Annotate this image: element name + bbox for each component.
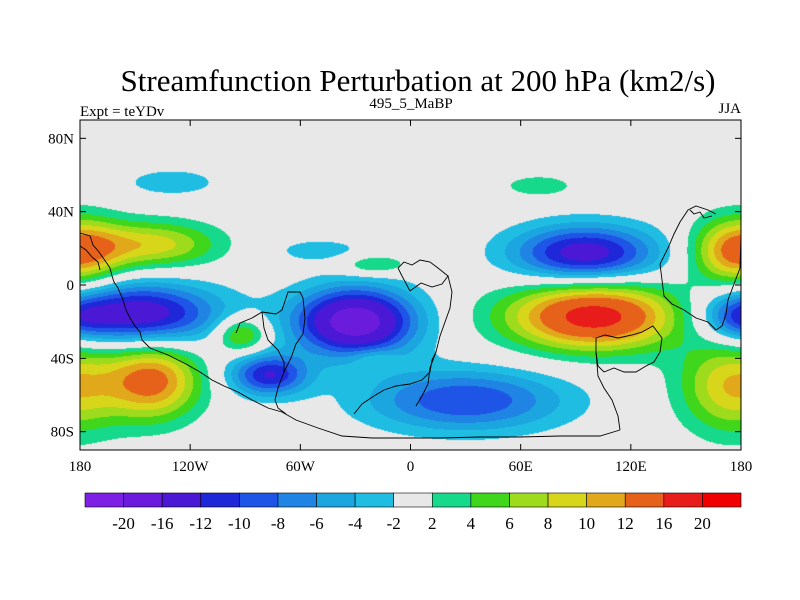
- colorbar-swatch: [200, 492, 240, 508]
- x-tick-label: 60W: [286, 459, 316, 475]
- colorbar-label: 10: [578, 514, 595, 533]
- coastline-central-america: [79, 245, 101, 271]
- x-tick-label: 60E: [509, 459, 533, 475]
- run-label: 495_5_MaBP: [369, 96, 452, 112]
- coastline-antarctic-peninsula: [353, 351, 437, 415]
- coastline-north-america: [79, 232, 151, 349]
- colorbar-swatch: [316, 492, 356, 508]
- colorbar-label: -2: [387, 514, 401, 533]
- coastline-east-asia-islands: [689, 209, 713, 219]
- coastline-antarctica-east: [595, 351, 621, 431]
- colorbar-swatch: [431, 492, 472, 508]
- colorbar-swatch: [624, 492, 665, 508]
- colorbar-swatch: [470, 492, 510, 508]
- y-tick-label: 80S: [51, 425, 74, 441]
- season-label: JJA: [718, 101, 741, 117]
- coastline-asia-east: [659, 205, 717, 265]
- colorbar-swatch: [277, 492, 317, 508]
- coastline-south-america-west: [261, 311, 285, 372]
- colorbar-label: 4: [467, 514, 476, 533]
- colorbar-swatch: [354, 492, 395, 508]
- coastline-antarctica: [149, 347, 621, 439]
- x-tick-label: 180: [730, 459, 753, 475]
- colorbar-label: -20: [112, 514, 135, 533]
- experiment-label: Expt = teYDv: [80, 104, 165, 120]
- y-tick-label: 40S: [51, 351, 74, 367]
- y-tick-label: 40N: [48, 205, 74, 221]
- plot-area: [79, 119, 742, 451]
- colorbar-label: -4: [348, 514, 363, 533]
- colorbar-label: 12: [617, 514, 634, 533]
- x-tick-label: 0: [407, 459, 415, 475]
- x-tick-label: 120E: [615, 459, 647, 475]
- colorbar-swatch: [702, 492, 742, 508]
- colorbar-swatch: [393, 492, 433, 508]
- y-tick-label: 0: [67, 278, 75, 294]
- coastline-africa: [401, 274, 453, 407]
- colorbar-label: 16: [655, 514, 672, 533]
- colorbar-swatch: [547, 492, 587, 508]
- colorbar-label: 6: [505, 514, 514, 533]
- colorbar-label: -6: [309, 514, 323, 533]
- x-tick-label: 180: [69, 459, 92, 475]
- colorbar-label: 8: [544, 514, 553, 533]
- coastlines: [79, 205, 742, 439]
- coastline-australia: [595, 325, 663, 373]
- colorbar-label: -16: [151, 514, 174, 533]
- colorbar-swatch: [239, 492, 279, 508]
- chart-title: Streamfunction Perturbation at 200 hPa (…: [121, 63, 716, 98]
- coastline-africa-west: [397, 259, 449, 277]
- colorbar-label: -12: [189, 514, 212, 533]
- shaded-field: [80, 120, 741, 450]
- colorbar: -20 -16 -12 -10 -8 -6 -4 -2 2 4 6 8 10 12 16 20: [84, 492, 742, 533]
- coastline-asia-southeast: [659, 235, 742, 331]
- colorbar-swatch: [161, 492, 202, 508]
- contour-field: [80, 120, 741, 450]
- y-tick-label: 80N: [48, 131, 74, 147]
- colorbar-label: 2: [428, 514, 437, 533]
- x-tick-label: 120W: [172, 459, 210, 475]
- colorbar-label: -8: [271, 514, 285, 533]
- colorbar-swatch: [509, 492, 549, 508]
- colorbar-swatch: [663, 492, 703, 508]
- colorbar-label: -10: [228, 514, 251, 533]
- colorbar-swatch: [586, 492, 626, 508]
- axes: 180 120W 60W 0 60E 120E 180 80N 40N 0 40S 80S: [48, 120, 752, 475]
- colorbar-swatch: [123, 492, 163, 508]
- colorbar-label: 20: [694, 514, 711, 533]
- colorbar-swatch: [84, 492, 124, 508]
